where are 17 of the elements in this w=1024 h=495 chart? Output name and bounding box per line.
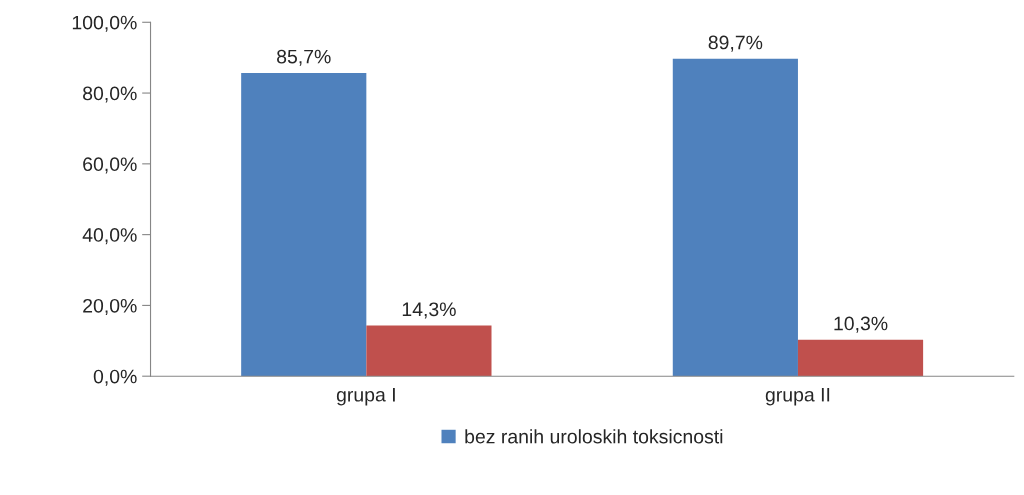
y-tick-label: 60,0% bbox=[83, 157, 137, 174]
bar bbox=[797, 339, 924, 377]
bar bbox=[366, 325, 492, 377]
x-tick-label: grupa II bbox=[765, 388, 830, 406]
data-label: 10,3% bbox=[834, 316, 888, 333]
bar bbox=[672, 58, 798, 377]
data-label: 89,7% bbox=[708, 35, 763, 52]
legend-label: bez ranih uroloskih toksicnosti bbox=[465, 429, 723, 444]
data-label: 85,7% bbox=[277, 49, 331, 66]
bar bbox=[241, 72, 367, 377]
y-tick-label: 0,0% bbox=[93, 369, 137, 386]
data-label: 14,3% bbox=[402, 302, 456, 319]
y-tick-label: 80,0% bbox=[83, 86, 137, 103]
y-tick-label: 20,0% bbox=[83, 298, 137, 315]
y-tick-label: 100,0% bbox=[72, 15, 137, 32]
x-tick-label: grupa I bbox=[336, 388, 395, 406]
y-tick-label: 40,0% bbox=[82, 228, 137, 245]
